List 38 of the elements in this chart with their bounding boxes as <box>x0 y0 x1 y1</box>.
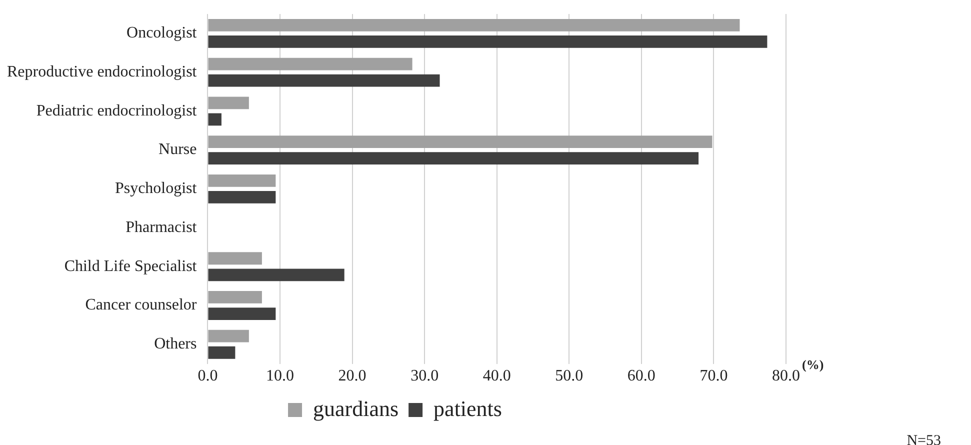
bar <box>208 308 276 320</box>
bar <box>208 113 222 126</box>
x-tick-label: 20.0 <box>338 368 366 385</box>
y-tick-label: Psychologist <box>114 180 198 198</box>
bar <box>208 96 249 110</box>
y-tick-label: Pediatric endocrinologist <box>36 102 198 120</box>
bar <box>208 36 768 48</box>
text: N=53 <box>906 432 941 445</box>
x-tick-label: 40.0 <box>482 368 511 385</box>
y-tick-label: Others <box>154 336 197 353</box>
bar <box>208 190 276 204</box>
x-tick-label: 50.0 <box>555 368 584 385</box>
bar <box>208 330 249 342</box>
bar <box>208 18 740 32</box>
text: (%) <box>802 357 824 372</box>
x-tick-label: 10.0 <box>266 368 294 385</box>
bar <box>208 268 344 282</box>
bar <box>208 174 276 187</box>
y-tick-label: Nurse <box>158 141 197 158</box>
legend-label: guardians <box>313 396 399 421</box>
x-tick-label: 30.0 <box>410 368 439 385</box>
y-tick-label: Pharmacist <box>126 218 198 236</box>
bar <box>208 136 712 148</box>
x-tick-label: 70.0 <box>700 368 728 385</box>
bar <box>208 58 412 70</box>
y-tick-label: Cancer counselor <box>85 296 198 314</box>
bar <box>208 74 440 87</box>
bar <box>208 252 262 265</box>
bar <box>208 152 699 164</box>
bar <box>208 346 236 359</box>
x-tick-label: 80.0 <box>772 368 800 385</box>
x-tick-label: 60.0 <box>627 368 656 385</box>
legend-label: patients <box>434 396 502 421</box>
y-tick-label: Reproductive endocrinologist <box>7 64 198 81</box>
bar <box>208 291 262 304</box>
y-tick-label: Child Life Specialist <box>64 258 198 275</box>
y-tick-label: Oncologist <box>126 24 198 42</box>
x-tick-label: 0.0 <box>198 368 218 385</box>
